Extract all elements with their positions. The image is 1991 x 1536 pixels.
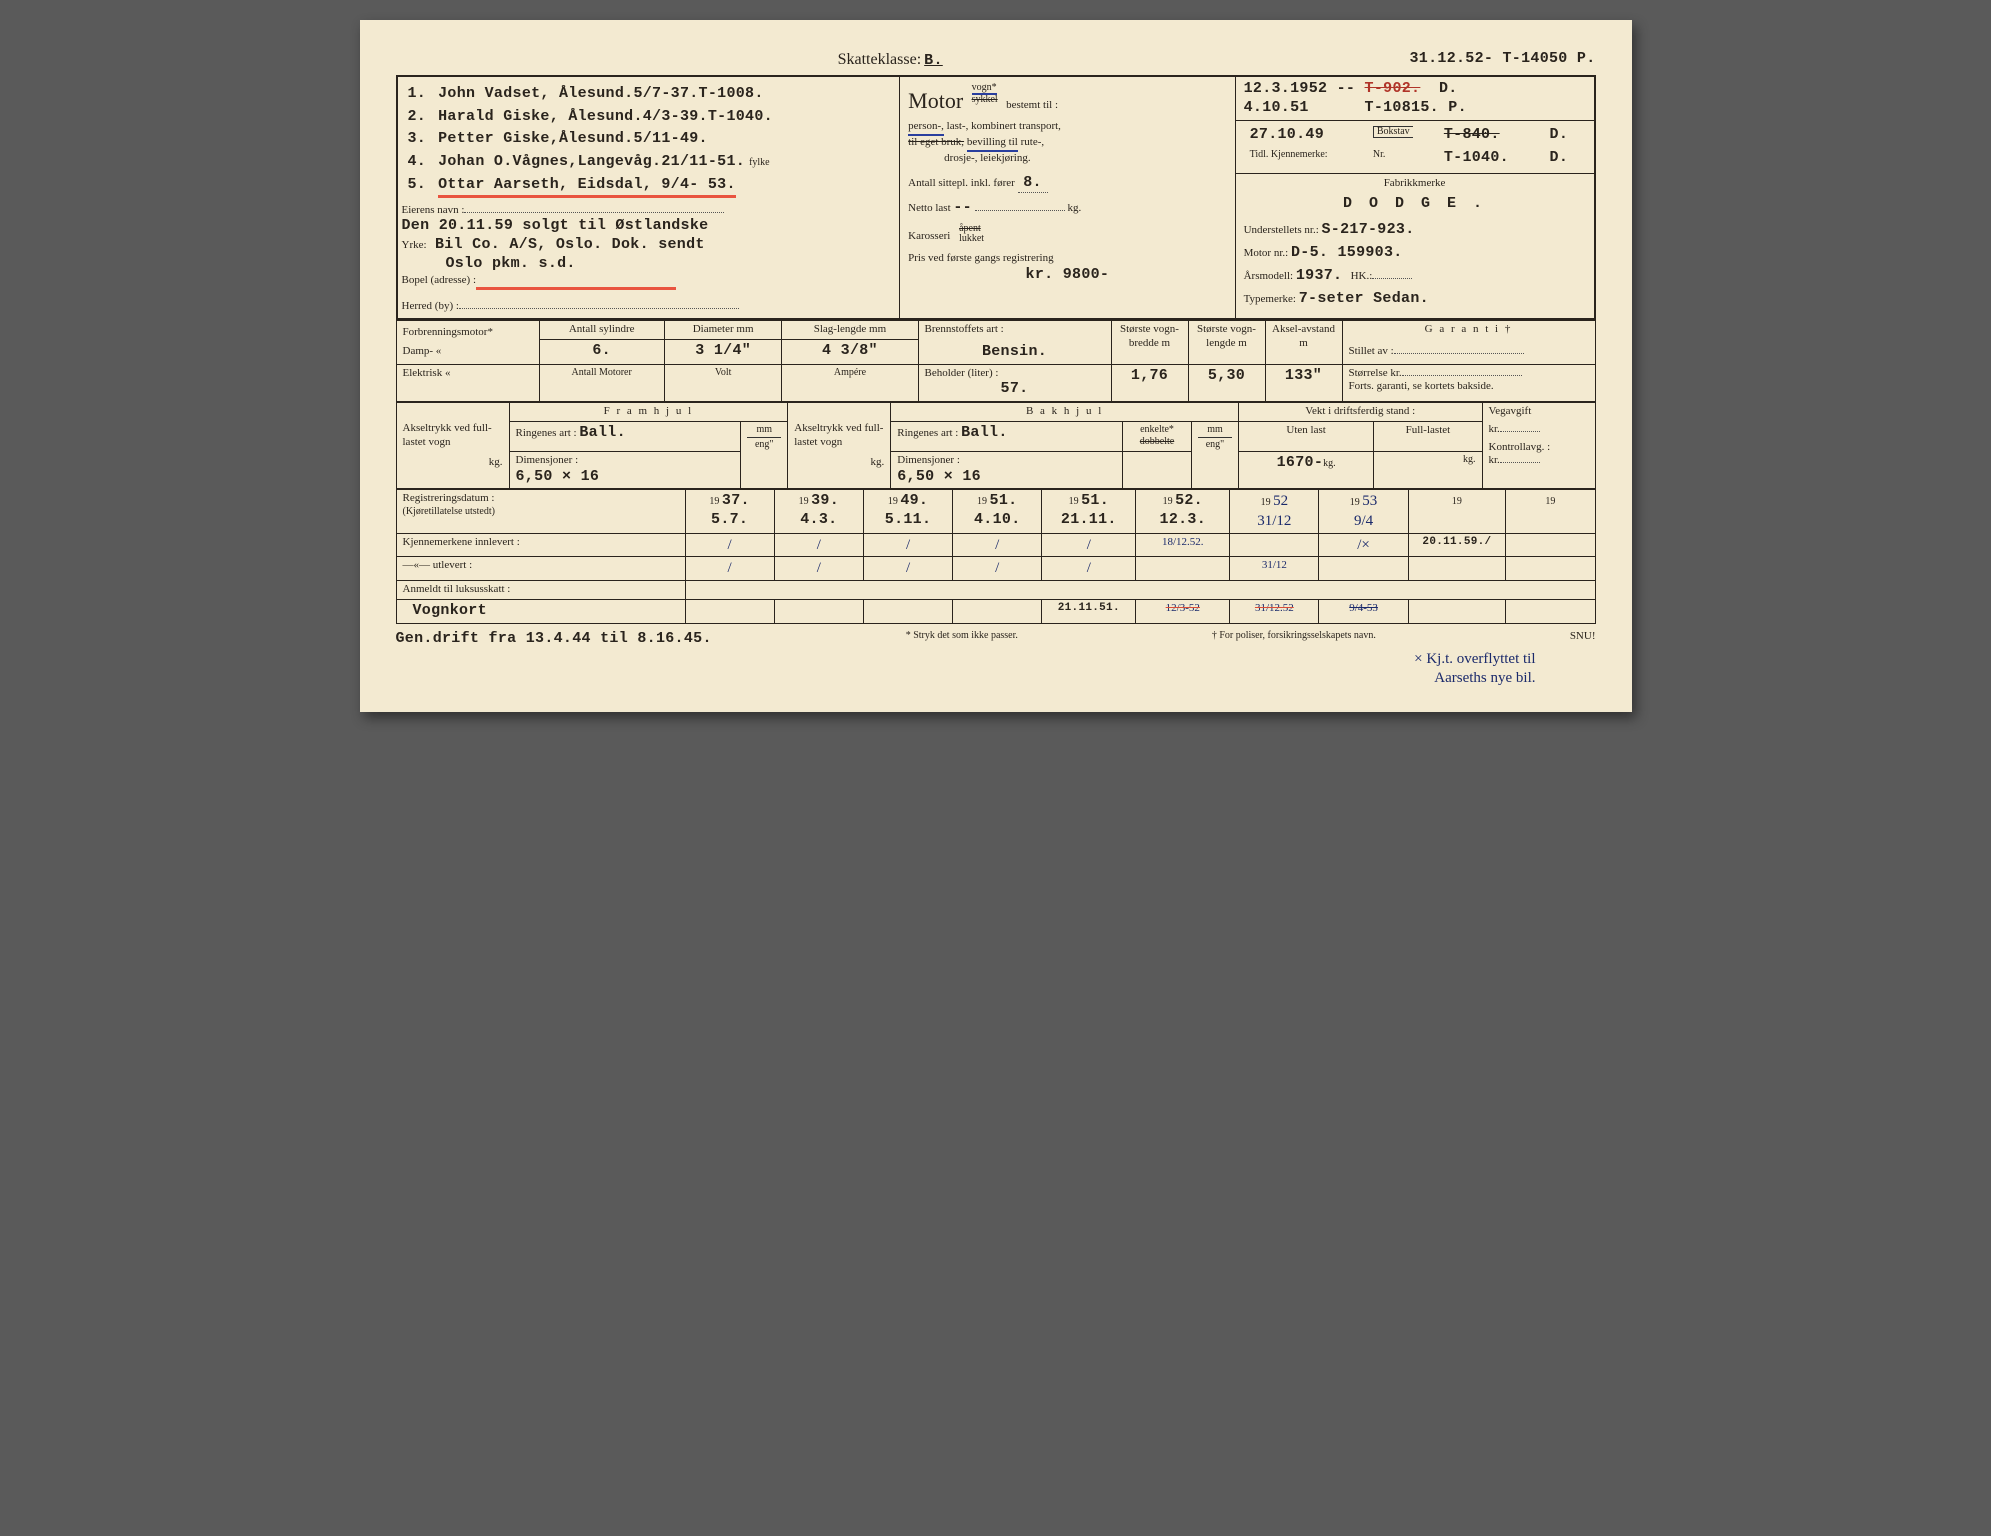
owner-5: Ottar Aarseth, Eidsdal, 9/4- 53.: [438, 176, 736, 198]
gen-drift: Gen.drift fra 13.4.44 til 8.16.45.: [396, 630, 712, 649]
bredde-val: 1,76: [1111, 364, 1188, 402]
registration-table: Registreringsdatum : (Kjøretillatelse ut…: [396, 489, 1596, 623]
motor-title: Motor: [908, 88, 963, 113]
framhjul-header: F r a m h j u l: [509, 403, 788, 422]
brennstoff-val: Bensin.: [925, 343, 1105, 362]
rear-dim: 6,50 × 16: [897, 468, 981, 485]
owner-4: Johan O.Vågnes,Langevåg.21/11-51.: [438, 153, 745, 170]
engine-table: Forbrenningsmotor* Damp- « Antall sylind…: [396, 320, 1596, 402]
innlevert-label: Kjennemerkene innlevert :: [396, 533, 685, 557]
price-label: Pris ved første gangs registrering: [908, 252, 1226, 266]
yrke-val2: Oslo pkm. s.d.: [402, 255, 892, 274]
typemerke: 7-seter Sedan.: [1299, 290, 1429, 307]
karosseri-label: Karosseri: [908, 230, 950, 242]
herred-label: Herred (by) :: [402, 300, 459, 312]
aksel-val: 133": [1265, 364, 1342, 402]
forbrenning-label: Forbrenningsmotor*: [403, 326, 533, 340]
kj-nr: T-1040.: [1438, 147, 1544, 170]
front-ring: Ball.: [579, 424, 626, 441]
handwritten-note-2: Aarseths nye bil.: [396, 669, 1536, 688]
bakhjul-header: B a k h j u l: [891, 403, 1239, 422]
cyl-val: 6.: [539, 340, 664, 364]
fabrikkmerke-label: Fabrikkmerke: [1244, 177, 1586, 191]
wheels-table: Akseltrykk ved full-lastet vogn kg. F r …: [396, 402, 1596, 489]
motor-nr: D-5. 159903.: [1291, 244, 1403, 261]
vekt-header: Vekt i driftsferdig stand :: [1239, 403, 1483, 422]
slag-val: 4 3/8": [782, 340, 918, 364]
utlevert-label: —«— utlevert :: [396, 557, 685, 581]
price-val: kr. 9800-: [908, 266, 1226, 285]
skatteklasse-label: Skatteklasse:: [838, 51, 922, 68]
chassis-nr: S-217-923.: [1322, 221, 1415, 238]
innlev-final: 20.11.59./: [1408, 533, 1506, 557]
beholder-val: 57.: [925, 380, 1105, 399]
handwritten-note-1: × Kj.t. overflyttet til: [396, 650, 1536, 669]
lengde-val: 5,30: [1188, 364, 1265, 402]
kj-bokstav: T-840.: [1438, 124, 1544, 147]
seats-label: Antall sittepl. inkl. fører: [908, 177, 1015, 189]
footer: Gen.drift fra 13.4.44 til 8.16.45. * Str…: [396, 630, 1596, 649]
header-row: Skatteklasse: B. 31.12.52- T-14050 P.: [396, 50, 1596, 71]
registration-card: Skatteklasse: B. 31.12.52- T-14050 P. 1.…: [360, 20, 1632, 712]
front-dim: 6,50 × 16: [516, 468, 600, 485]
motor-title-row: Motor vogn* sykkel bestemt til :: [908, 83, 1226, 115]
snu-label: SNU!: [1570, 630, 1596, 649]
owners-list: 1.John Vadset, Ålesund.5/7-37.T-1008. 2.…: [402, 83, 892, 200]
kj-date: 27.10.49: [1244, 124, 1367, 147]
dia-val: 3 1/4": [664, 340, 782, 364]
skatteklasse-value: B.: [924, 52, 943, 69]
hist-row-1: 12.3.1952 -- T-902. D.: [1244, 80, 1586, 99]
seats-val: 8.: [1018, 174, 1048, 194]
hist-row-2: 4.10.51 T-10815. P.: [1244, 99, 1586, 118]
owner-3: Petter Giske,Ålesund.5/11-49.: [432, 128, 891, 151]
top-right-line: 31.12.52- T-14050 P.: [1217, 50, 1596, 71]
reg-label: Registreringsdatum :: [403, 492, 679, 506]
arsmodell: 1937.: [1296, 267, 1343, 284]
bopel-label: Bopel (adresse) :: [402, 274, 477, 286]
yrke-val: Bil Co. A/S, Oslo. Dok. sendt: [435, 236, 705, 253]
sale-line-1: Den 20.11.59 solgt til Østlandske: [402, 217, 892, 236]
upper-grid: 1.John Vadset, Ålesund.5/7-37.T-1008. 2.…: [396, 75, 1596, 320]
garanti-label: G a r a n t i †: [1349, 323, 1589, 337]
uten-last-val: 1670-: [1277, 454, 1324, 471]
eierens-navn-label: Eierens navn :: [402, 204, 465, 216]
fabrikkmerke-val: D O D G E .: [1244, 195, 1586, 214]
luksus-label: Anmeldt til luksusskatt :: [396, 581, 685, 600]
yrke-label: Yrke:: [402, 239, 427, 251]
owner-2: Harald Giske, Ålesund.4/3-39.T-1040.: [432, 106, 891, 129]
vognkort-label: Vognkort: [396, 599, 685, 623]
owner-1: John Vadset, Ålesund.5/7-37.T-1008.: [432, 83, 891, 106]
rear-ring: Ball.: [961, 424, 1008, 441]
netto-label: Netto last: [908, 202, 950, 214]
